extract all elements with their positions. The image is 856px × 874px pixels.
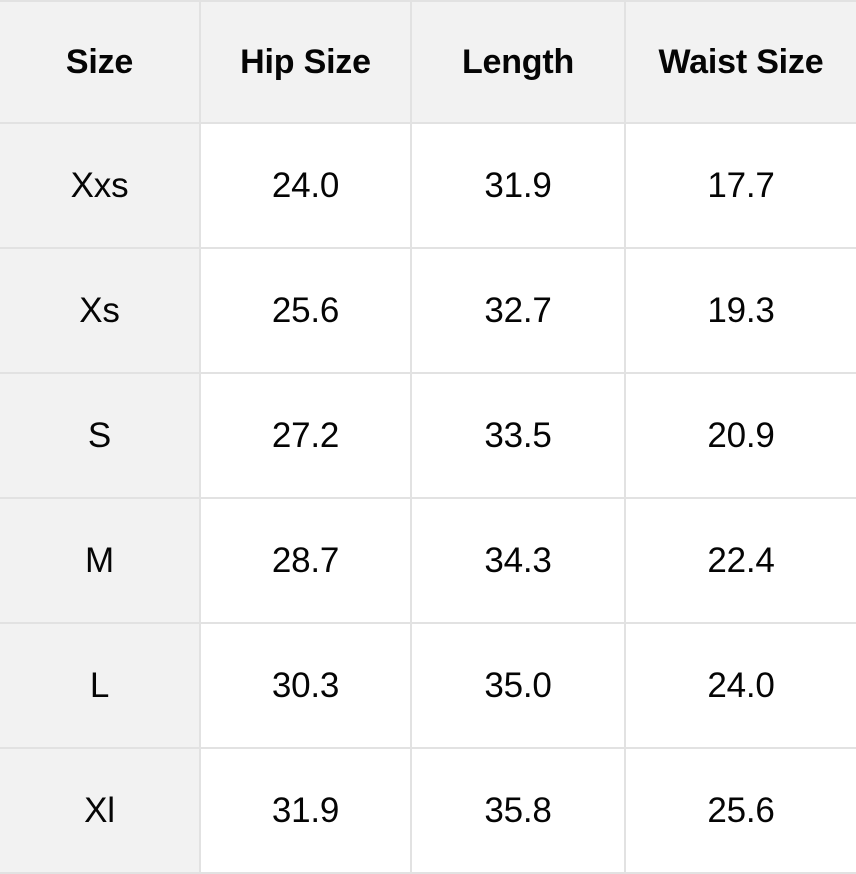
cell-size: Xxs: [0, 123, 201, 249]
cell-hip-size: 27.2: [200, 373, 412, 499]
cell-size: M: [0, 498, 201, 624]
table-row: Xxs 24.0 31.9 17.7: [0, 123, 856, 249]
table-row: M 28.7 34.3 22.4: [0, 498, 856, 624]
cell-length: 34.3: [411, 498, 626, 624]
cell-waist-size: 19.3: [625, 248, 856, 374]
cell-length: 33.5: [411, 373, 626, 499]
column-header-hip-size: Hip Size: [200, 1, 412, 124]
cell-size: Xs: [0, 248, 201, 374]
cell-waist-size: 20.9: [625, 373, 856, 499]
cell-hip-size: 30.3: [200, 623, 412, 749]
cell-waist-size: 24.0: [625, 623, 856, 749]
table-row: L 30.3 35.0 24.0: [0, 623, 856, 749]
cell-hip-size: 31.9: [200, 748, 412, 874]
table-header-row: Size Hip Size Length Waist Size: [0, 1, 856, 124]
table-row: Xs 25.6 32.7 19.3: [0, 248, 856, 374]
cell-hip-size: 28.7: [200, 498, 412, 624]
cell-hip-size: 24.0: [200, 123, 412, 249]
cell-length: 32.7: [411, 248, 626, 374]
cell-length: 35.8: [411, 748, 626, 874]
cell-size: Xl: [0, 748, 201, 874]
column-header-waist-size: Waist Size: [625, 1, 856, 124]
table-row: S 27.2 33.5 20.9: [0, 373, 856, 499]
cell-waist-size: 17.7: [625, 123, 856, 249]
cell-hip-size: 25.6: [200, 248, 412, 374]
cell-waist-size: 22.4: [625, 498, 856, 624]
cell-length: 31.9: [411, 123, 626, 249]
table-header: Size Hip Size Length Waist Size: [0, 1, 856, 124]
cell-waist-size: 25.6: [625, 748, 856, 874]
cell-size: L: [0, 623, 201, 749]
cell-size: S: [0, 373, 201, 499]
column-header-length: Length: [411, 1, 626, 124]
cell-length: 35.0: [411, 623, 626, 749]
column-header-size: Size: [0, 1, 201, 124]
table-row: Xl 31.9 35.8 25.6: [0, 748, 856, 874]
table-body: Xxs 24.0 31.9 17.7 Xs 25.6 32.7 19.3 S 2…: [0, 123, 856, 874]
